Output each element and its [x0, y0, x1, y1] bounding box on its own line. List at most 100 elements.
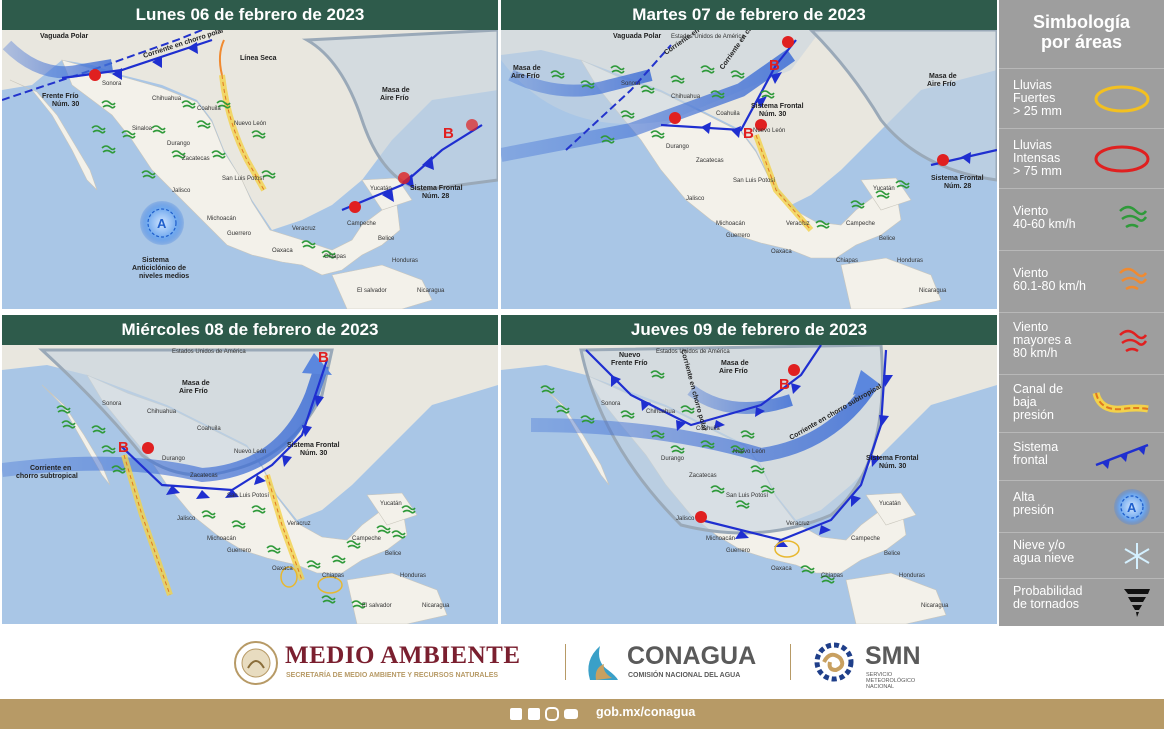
svg-text:Corriente en: Corriente en [30, 465, 71, 472]
svg-text:Yucatán: Yucatán [380, 501, 402, 507]
svg-text:Honduras: Honduras [897, 258, 923, 264]
website-link[interactable]: gob.mx/conagua [596, 705, 696, 719]
twitter-icon [528, 708, 540, 720]
svg-text:Frente Frío: Frente Frío [42, 93, 79, 100]
svg-text:Honduras: Honduras [400, 573, 426, 579]
legend-item-wind-60-80: Viento 60.1-80 km/h [999, 250, 1164, 313]
red-ellipse-icon [1094, 145, 1150, 173]
mexico-seal-icon [234, 641, 278, 685]
panel-title: Jueves 09 de febrero de 2023 [501, 315, 997, 345]
svg-text:Zacatecas: Zacatecas [696, 158, 724, 164]
svg-text:Belice: Belice [385, 551, 402, 557]
svg-text:Zacatecas: Zacatecas [182, 156, 210, 162]
conagua-logo-icon [588, 646, 618, 680]
svg-text:Núm. 28: Núm. 28 [422, 193, 449, 200]
svg-text:Masa de: Masa de [182, 380, 210, 387]
weather-map-monday: B A Vaguada Polar Corriente en chorro po… [2, 30, 498, 309]
tornado-icon [1124, 589, 1150, 617]
weather-map-wednesday: B B Masa de Aire Frío Corriente en chorr… [2, 345, 498, 624]
green-wind-icon [1119, 205, 1148, 229]
svg-text:Núm. 30: Núm. 30 [52, 101, 79, 108]
legend-title: Simbología por áreas [1032, 12, 1130, 52]
svg-text:Belice: Belice [884, 551, 901, 557]
smn-title: SMN [865, 642, 921, 670]
svg-text:Chihuahua: Chihuahua [147, 409, 177, 415]
svg-text:Sistema Frontal: Sistema Frontal [866, 455, 919, 462]
svg-text:Sonora: Sonora [621, 81, 641, 87]
svg-text:Guerrero: Guerrero [227, 548, 252, 554]
svg-text:Nuevo: Nuevo [619, 352, 640, 359]
svg-text:Coahuila: Coahuila [197, 426, 221, 432]
svg-text:El salvador: El salvador [357, 288, 387, 294]
weather-map-tuesday: B B Vaguada Polar Corriente en chorro po… [501, 30, 997, 309]
svg-text:Chihuahua: Chihuahua [671, 94, 701, 100]
svg-text:Masa de: Masa de [929, 73, 957, 80]
svg-text:Aire Frío: Aire Frío [380, 95, 409, 102]
legend-item-trough: Canal de baja presión [999, 374, 1164, 433]
svg-text:Belice: Belice [378, 236, 395, 242]
svg-text:Sinaloa: Sinaloa [132, 126, 153, 132]
svg-text:B: B [743, 125, 754, 142]
svg-text:Estados Unidos de América: Estados Unidos de América [172, 349, 246, 355]
svg-text:Sistema Frontal: Sistema Frontal [931, 175, 984, 182]
svg-text:Línea Seca: Línea Seca [240, 55, 277, 62]
svg-text:Campeche: Campeche [851, 536, 881, 542]
svg-text:Nicaragua: Nicaragua [919, 288, 947, 294]
svg-text:Veracruz: Veracruz [786, 221, 810, 227]
svg-text:Jalisco: Jalisco [177, 516, 196, 522]
svg-text:Masa de: Masa de [382, 87, 410, 94]
svg-text:Coahuila: Coahuila [716, 111, 740, 117]
youtube-icon [564, 709, 578, 719]
svg-text:niveles medios: niveles medios [139, 273, 189, 280]
svg-text:Aire Frío: Aire Frío [179, 388, 208, 395]
svg-text:Aire Frío: Aire Frío [719, 368, 748, 375]
weather-map-thursday: B Nuevo Frente Frío Masa de Aire Frío Co… [501, 345, 997, 624]
svg-text:Michoacán: Michoacán [207, 536, 236, 542]
svg-text:Veracruz: Veracruz [292, 226, 316, 232]
svg-text:B: B [769, 57, 780, 74]
smn-subtitle: SERVICIO METEOROLÓGICO NACIONAL [866, 672, 916, 690]
panel-title: Miércoles 08 de febrero de 2023 [2, 315, 498, 345]
legend-panel: Simbología por áreas Lluvias Fuertes > 25 … [999, 0, 1164, 626]
svg-text:Honduras: Honduras [899, 573, 925, 579]
svg-text:Durango: Durango [162, 456, 186, 462]
svg-text:Belice: Belice [879, 236, 896, 242]
svg-text:Guerrero: Guerrero [726, 233, 751, 239]
svg-text:Campeche: Campeche [846, 221, 876, 227]
svg-text:Oaxaca: Oaxaca [771, 249, 792, 255]
footer-bar: gob.mx/conagua [0, 699, 1164, 729]
svg-text:Masa de: Masa de [721, 360, 749, 367]
svg-text:Nuevo León: Nuevo León [234, 449, 266, 455]
svg-text:Oaxaca: Oaxaca [272, 248, 293, 254]
svg-text:Veracruz: Veracruz [287, 521, 311, 527]
svg-text:Zacatecas: Zacatecas [190, 473, 218, 479]
svg-text:Núm. 30: Núm. 30 [759, 111, 786, 118]
svg-text:Anticiclónico de: Anticiclónico de [132, 265, 186, 272]
svg-text:Guerrero: Guerrero [227, 231, 252, 237]
legend-item-wind-over-80: Viento mayores a 80 km/h [999, 312, 1164, 375]
svg-text:Jalisco: Jalisco [676, 516, 695, 522]
svg-text:B: B [118, 439, 129, 456]
high-pressure-label: A [157, 216, 167, 231]
facebook-icon [510, 708, 522, 720]
svg-text:Campeche: Campeche [347, 221, 377, 227]
svg-text:Campeche: Campeche [352, 536, 382, 542]
conagua-subtitle: COMISIÓN NACIONAL DEL AGUA [628, 672, 741, 679]
svg-text:Michoacán: Michoacán [706, 536, 735, 542]
svg-text:B: B [779, 376, 790, 393]
svg-text:Yucatán: Yucatán [873, 186, 895, 192]
svg-text:Masa de: Masa de [513, 65, 541, 72]
panel-monday: Lunes 06 de febrero de 2023 B A [2, 0, 498, 309]
svg-text:Nuevo León: Nuevo León [733, 449, 765, 455]
svg-text:Estados Unidos de América: Estados Unidos de América [656, 349, 730, 355]
legend-item-high-pressure: Alta presión A [999, 480, 1164, 533]
svg-text:Michoacán: Michoacán [716, 221, 745, 227]
svg-text:chorro subtropical: chorro subtropical [16, 473, 78, 480]
svg-text:San Luis Potosí: San Luis Potosí [726, 493, 768, 499]
svg-text:Sistema Frontal: Sistema Frontal [287, 442, 340, 449]
svg-text:Michoacán: Michoacán [207, 216, 236, 222]
legend-item-intense-rain: Lluvias Intensas > 75 mm [999, 128, 1164, 189]
svg-text:Núm. 30: Núm. 30 [879, 463, 906, 470]
svg-text:Aire Frío: Aire Frío [511, 73, 540, 80]
svg-text:Chiapas: Chiapas [821, 573, 843, 579]
